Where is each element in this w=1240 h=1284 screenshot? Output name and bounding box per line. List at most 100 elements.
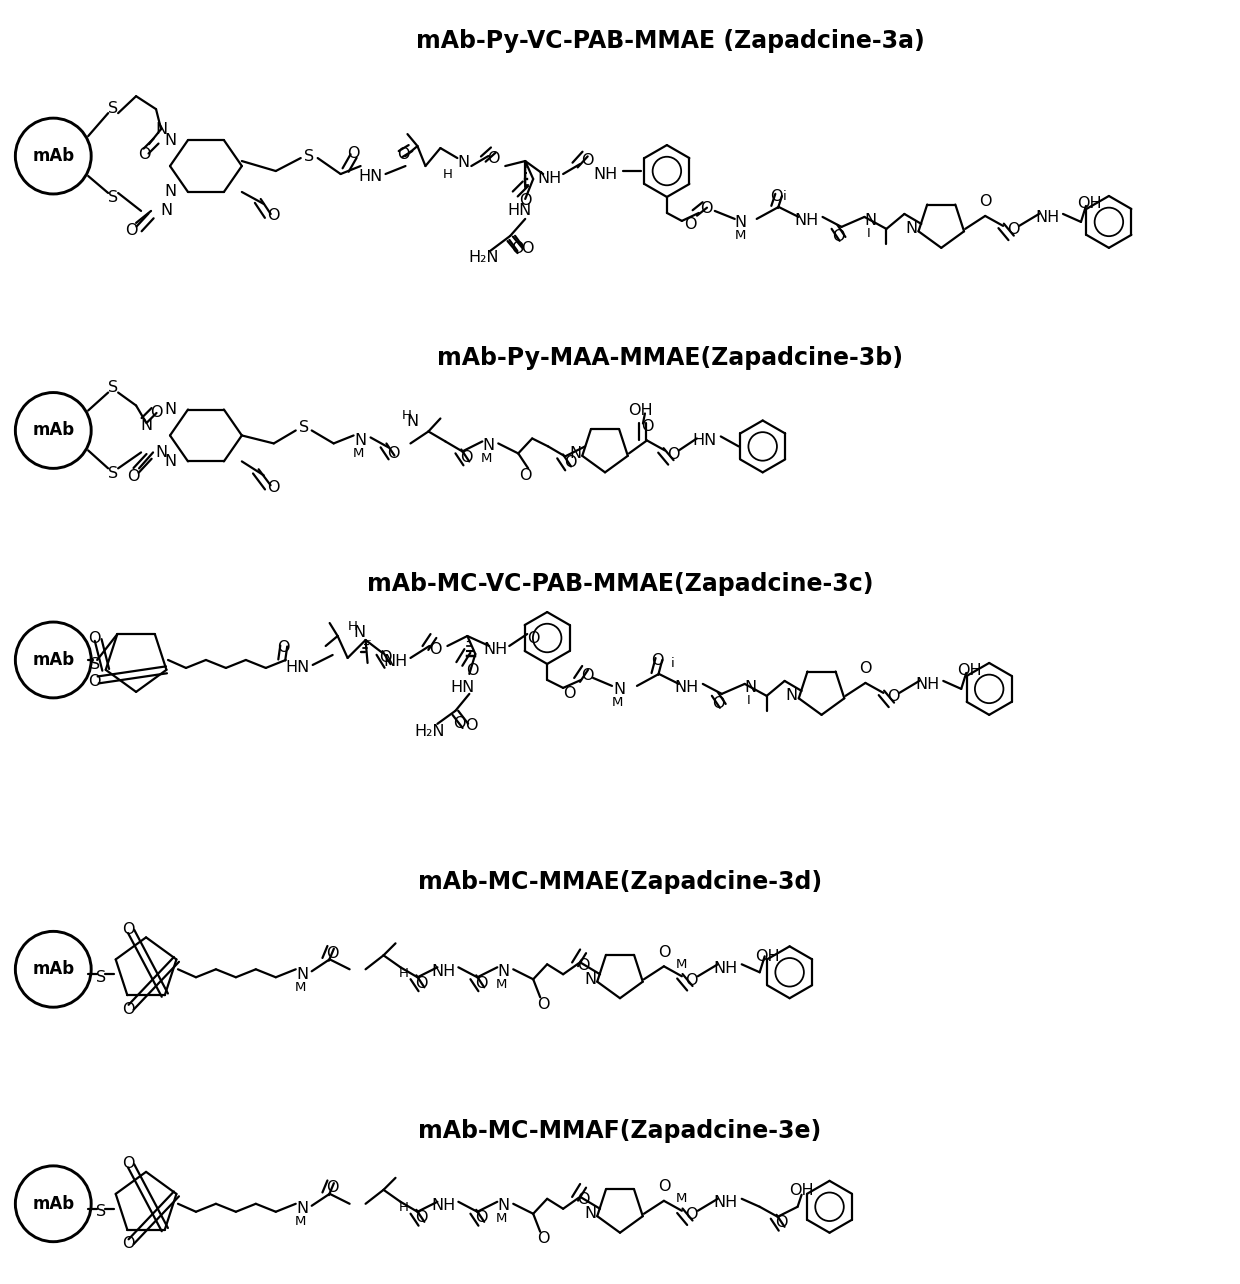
Text: M: M [611,696,622,709]
Text: N: N [164,185,176,199]
Text: N: N [355,433,367,448]
Text: M: M [676,1193,687,1206]
Text: O: O [268,480,280,494]
Text: H: H [347,620,357,633]
Text: NH: NH [383,655,408,669]
Text: NH: NH [484,642,507,657]
Text: N: N [569,446,582,461]
Text: OH: OH [790,1184,813,1198]
Text: O: O [88,674,100,690]
Text: N: N [164,453,176,469]
Text: O: O [397,146,409,162]
Text: H: H [443,167,453,181]
Text: O: O [641,419,653,434]
Text: H₂N: H₂N [467,250,498,266]
Text: N: N [497,1198,510,1213]
Text: O: O [122,922,134,937]
Text: OH: OH [755,949,780,964]
Text: H: H [398,967,408,980]
Text: NH: NH [915,678,940,692]
Text: N: N [296,967,309,982]
Text: N: N [864,213,877,229]
Text: NH: NH [795,213,818,229]
Text: O: O [122,1157,134,1171]
Text: O: O [138,146,150,162]
Text: O: O [466,664,479,678]
Text: O: O [775,1215,787,1230]
Text: NH: NH [675,681,699,696]
Text: OH: OH [1076,196,1101,212]
Text: O: O [379,651,392,665]
Text: S: S [304,149,314,163]
Text: HN: HN [693,433,717,448]
Text: mAb: mAb [32,960,74,978]
Text: HN: HN [507,203,532,218]
Text: O: O [527,630,539,646]
Text: O: O [326,1180,339,1195]
Text: O: O [465,718,477,733]
Text: N: N [584,1206,596,1221]
Text: N: N [407,413,419,429]
Text: O: O [580,669,593,683]
Text: mAb: mAb [32,421,74,439]
Text: HN: HN [450,681,475,696]
Text: N: N [734,216,746,230]
Text: N: N [155,122,167,136]
Text: N: N [155,446,167,460]
Text: O: O [701,202,713,217]
Text: O: O [268,208,280,223]
Text: O: O [580,153,593,167]
Text: mAb-MC-VC-PAB-MMAE(Zapadcine-3c): mAb-MC-VC-PAB-MMAE(Zapadcine-3c) [367,573,873,596]
Text: O: O [475,976,487,991]
Text: H: H [398,1202,408,1215]
Text: O: O [657,1179,670,1194]
Text: M: M [481,452,492,465]
Text: O: O [125,223,138,239]
Text: O: O [150,404,162,420]
Text: S: S [97,969,107,985]
Text: i: i [671,657,675,670]
Text: O: O [686,973,698,987]
Text: HN: HN [285,660,310,675]
Text: S: S [108,100,118,116]
Text: O: O [278,641,290,656]
Text: S: S [108,190,118,205]
Text: N: N [786,688,797,704]
Text: O: O [657,945,670,960]
Text: NH: NH [432,1198,455,1213]
Text: I: I [867,227,870,240]
Text: M: M [496,977,507,991]
Text: M: M [353,447,365,460]
Text: NH: NH [714,1195,738,1211]
Text: O: O [429,642,441,657]
Text: N: N [613,682,625,697]
Text: H: H [402,410,412,422]
Text: N: N [745,681,756,696]
Text: O: O [453,716,465,732]
Text: M: M [676,958,687,971]
Text: O: O [887,690,900,705]
Text: N: N [160,203,172,218]
Text: O: O [487,150,500,166]
Text: N: N [458,154,470,169]
Text: O: O [651,654,663,669]
Text: mAb: mAb [32,148,74,166]
Text: O: O [859,661,872,677]
Text: O: O [415,1211,428,1225]
Text: O: O [88,630,100,646]
Text: OH: OH [957,664,982,678]
Text: O: O [387,446,399,461]
Text: O: O [770,190,782,204]
Text: S: S [299,420,309,435]
Text: OH: OH [627,403,652,419]
Text: M: M [735,230,746,243]
Text: mAb-MC-MMAF(Zapadcine-3e): mAb-MC-MMAF(Zapadcine-3e) [418,1118,822,1143]
Text: i: i [782,190,786,203]
Text: O: O [537,1231,549,1247]
Text: O: O [667,447,680,462]
Text: mAb-Py-VC-PAB-MMAE (Zapadcine-3a): mAb-Py-VC-PAB-MMAE (Zapadcine-3a) [415,30,924,54]
Text: S: S [97,1204,107,1220]
Text: mAb: mAb [32,1195,74,1213]
Text: O: O [537,996,549,1012]
Text: O: O [347,145,360,160]
